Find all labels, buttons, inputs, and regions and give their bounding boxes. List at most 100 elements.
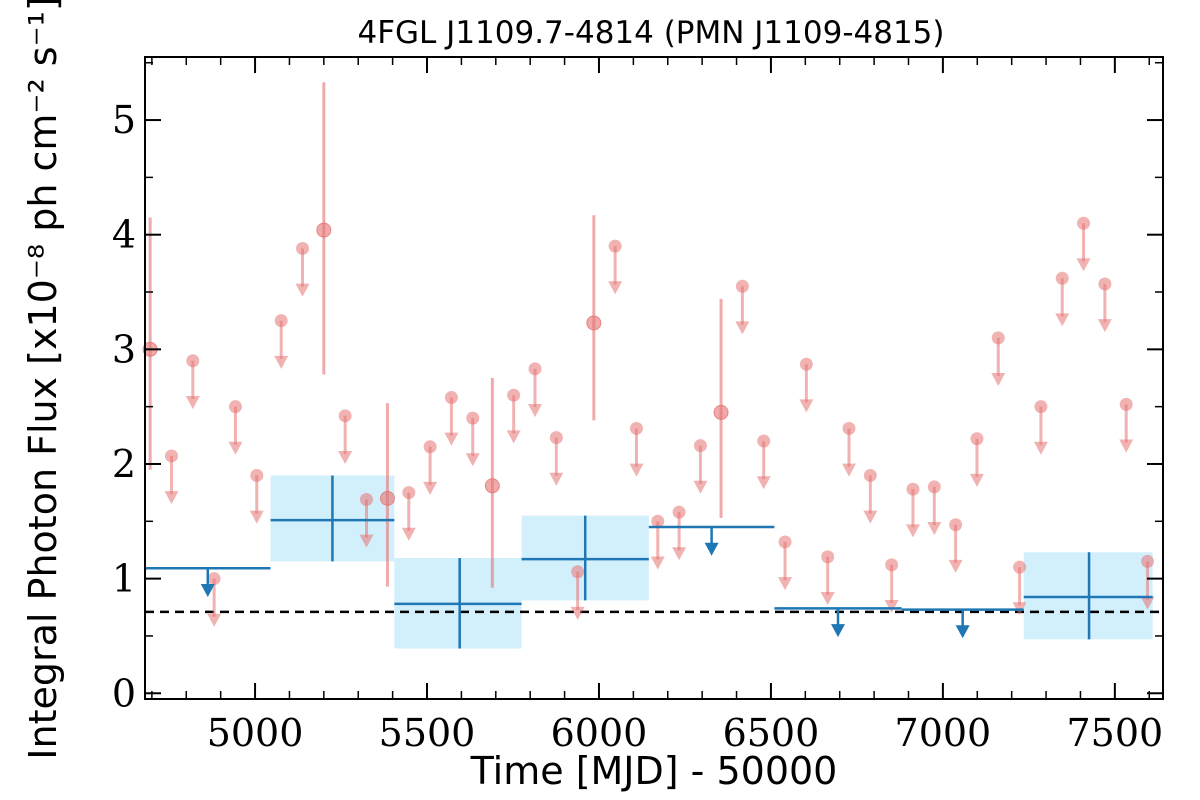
short-bin-upper-limit-arrow	[423, 481, 438, 495]
plot-area	[142, 82, 1163, 649]
short-bin-upper-limit-point	[228, 400, 242, 414]
short-bin-upper-limit-arrow	[1140, 596, 1155, 610]
short-bin-upper-limit-point	[207, 572, 221, 586]
short-bin-upper-limit-arrow	[207, 613, 222, 627]
short-bin-upper-limit-point	[466, 411, 480, 425]
short-bin-upper-limit-point	[528, 362, 542, 376]
short-bin-upper-limit-arrow	[905, 524, 920, 538]
short-bin-upper-limit-point	[906, 482, 920, 496]
short-bin-upper-limit-arrow	[884, 600, 899, 614]
short-bin-upper-limit-arrow	[1033, 441, 1048, 455]
short-bin-upper-limit-point	[359, 493, 373, 507]
x-tick-label: 7000	[895, 711, 992, 755]
long-bin-upper-limit-arrow	[704, 542, 719, 556]
short-bin-upper-limit-point	[1141, 554, 1155, 568]
short-bin-upper-limit-point	[1055, 271, 1069, 285]
short-bin-upper-limit-point	[735, 279, 749, 293]
short-bin-upper-limit-point	[885, 558, 899, 572]
short-bin-upper-limit-arrow	[863, 510, 878, 524]
x-tick-label: 6500	[723, 711, 820, 755]
short-bin-upper-limit-point	[402, 486, 416, 500]
short-bin-upper-limit-arrow	[778, 577, 793, 591]
short-bin-upper-limit-point	[1119, 397, 1133, 411]
short-bin-upper-limit-arrow	[274, 355, 289, 369]
short-bin-upper-limit-arrow	[991, 373, 1006, 387]
short-bin-upper-limit-arrow	[969, 473, 984, 487]
x-tick-label: 5000	[207, 711, 304, 755]
short-bin-upper-limit-arrow	[359, 534, 374, 548]
short-bin-point	[713, 404, 729, 420]
short-bin-upper-limit-arrow	[249, 510, 264, 524]
short-bin-upper-limit-arrow	[735, 321, 750, 335]
y-tick-label: 5	[112, 98, 136, 142]
short-bin-upper-limit-arrow	[1119, 439, 1134, 453]
short-bin-point	[316, 222, 332, 238]
short-bin-upper-limit-arrow	[608, 281, 623, 295]
short-bin-upper-limit-point	[927, 480, 941, 494]
short-bin-upper-limit-point	[186, 354, 200, 368]
short-bin-upper-limit-point	[1013, 560, 1027, 574]
short-bin-upper-limit-point	[799, 357, 813, 371]
short-bin-upper-limit-point	[571, 565, 585, 579]
short-bin-upper-limit-point	[693, 439, 707, 453]
short-bin-upper-limit-arrow	[650, 556, 665, 570]
x-tick-label: 6000	[551, 711, 648, 755]
short-bin-upper-limit-point	[970, 432, 984, 446]
short-bin-upper-limit-point	[778, 535, 792, 549]
short-bin-upper-limit-arrow	[164, 491, 179, 505]
y-tick-label: 1	[112, 557, 136, 601]
short-bin-upper-limit-arrow	[948, 559, 963, 573]
short-bin-upper-limit-arrow	[528, 403, 543, 417]
short-bin-upper-limit-point	[757, 434, 771, 448]
short-bin-upper-limit-arrow	[693, 480, 708, 494]
short-bin-upper-limit-point	[608, 239, 622, 253]
short-bin-upper-limit-point	[549, 431, 563, 445]
short-bin-upper-limit-point	[863, 468, 877, 482]
short-bin-point	[484, 478, 500, 494]
short-bin-upper-limit-point	[842, 421, 856, 435]
short-bin-upper-limit-arrow	[444, 432, 459, 446]
short-bin-point	[586, 315, 602, 331]
short-bin-upper-limit-arrow	[629, 463, 644, 477]
short-bin-upper-limit-point	[507, 388, 521, 402]
short-bin-upper-limit-point	[1034, 400, 1048, 414]
short-bin-upper-limit-arrow	[842, 463, 857, 477]
short-bin-upper-limit-arrow	[465, 453, 480, 467]
short-bin-upper-limit-point	[423, 440, 437, 454]
short-bin-upper-limit-point	[991, 331, 1005, 345]
short-bin-upper-limit-arrow	[1097, 319, 1112, 333]
short-bin-upper-limit-point	[250, 468, 264, 482]
short-bin-upper-limit-arrow	[672, 547, 687, 561]
short-bin-upper-limit-arrow	[1055, 313, 1070, 327]
y-axis-label: Integral Photon Flux [x10⁻⁸ ph cm⁻² s⁻¹]	[21, 0, 65, 760]
x-axis-label: Time [MJD] - 50000	[470, 749, 838, 793]
plot-frame	[144, 56, 1164, 700]
short-bin-upper-limit-arrow	[295, 283, 310, 297]
short-bin-upper-limit-arrow	[185, 395, 200, 409]
short-bin-upper-limit-arrow	[927, 522, 942, 536]
x-tick-label: 5500	[379, 711, 476, 755]
short-bin-point	[379, 490, 395, 506]
short-bin-upper-limit-point	[338, 409, 352, 423]
short-bin-upper-limit-point	[1098, 277, 1112, 291]
long-bin-upper-limit-arrow	[955, 625, 970, 639]
y-tick-label: 3	[112, 327, 136, 371]
chart-title: 4FGL J1109.7-4814 (PMN J1109-4815)	[357, 15, 944, 51]
short-bin-upper-limit-arrow	[506, 430, 521, 444]
short-bin-upper-limit-arrow	[338, 450, 353, 464]
short-bin-upper-limit-point	[651, 514, 665, 528]
short-bin-upper-limit-arrow	[1076, 258, 1091, 272]
y-tick-label: 4	[112, 213, 136, 257]
short-bin-upper-limit-point	[296, 241, 310, 255]
y-tick-label: 0	[112, 671, 136, 715]
short-bin-upper-limit-arrow	[549, 472, 564, 486]
short-bin-upper-limit-arrow	[799, 399, 814, 413]
short-bin-upper-limit-point	[821, 550, 835, 564]
short-bin-upper-limit-arrow	[820, 591, 835, 605]
short-bin-upper-limit-arrow	[401, 527, 416, 541]
short-bin-upper-limit-point	[949, 518, 963, 532]
axis-ticks: 5000 5500 6000 6500 7000 7500 0 1 2 3 4 5	[112, 57, 1163, 755]
y-tick-label: 2	[112, 442, 136, 486]
short-bin-upper-limit-arrow	[756, 476, 771, 490]
